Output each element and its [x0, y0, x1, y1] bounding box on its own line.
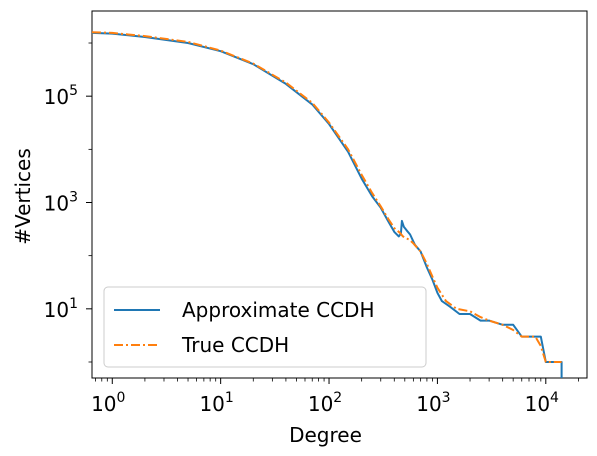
- x-tick-label-4: 104: [525, 390, 559, 416]
- x-tick-label-3: 103: [416, 390, 450, 416]
- y-tick-label-2: 105: [44, 83, 78, 109]
- x-tick-label-1: 101: [199, 390, 233, 416]
- y-tick-label-1: 103: [44, 190, 78, 216]
- series-layer: [92, 31, 563, 378]
- y-tick-label-0: 101: [44, 296, 78, 322]
- legend-label-2: True CCDH: [181, 333, 289, 357]
- x-axis-label: Degree: [289, 423, 362, 447]
- x-tick-label-2: 102: [308, 390, 342, 416]
- y-axis-label: #Vertices: [11, 148, 35, 245]
- x-tick-label-0: 100: [91, 390, 125, 416]
- legend-box: [103, 286, 427, 368]
- legend: Approximate CCDH True CCDH: [103, 286, 427, 368]
- series-line-2: [92, 31, 562, 363]
- plot-area: [91, 10, 588, 379]
- axes-frame: [91, 10, 588, 379]
- legend-label-1: Approximate CCDH: [182, 298, 374, 322]
- ticks-layer: 100 101 102 103 104 101 103 105: [44, 42, 579, 416]
